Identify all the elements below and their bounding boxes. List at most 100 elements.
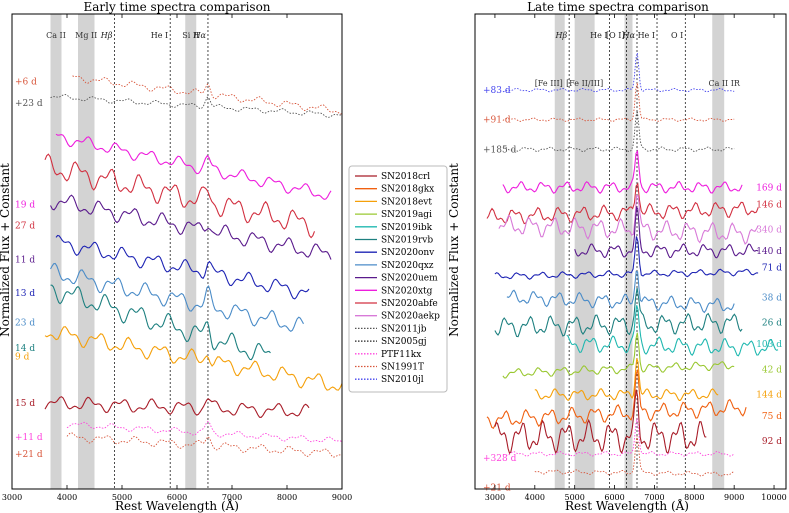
series-sn2020abfe-line: [486, 182, 759, 225]
grey-band-3: [712, 14, 725, 489]
late-panel-frame: [474, 13, 787, 490]
line-marker-label: [O I]: [606, 31, 625, 40]
line-marker-label: He I: [638, 31, 655, 40]
epoch-label: 38 d: [762, 293, 782, 303]
series-sn2020onv-line: [55, 234, 310, 300]
legend-entry-label: SN2018crl: [381, 172, 430, 182]
band-label: Si II: [182, 31, 199, 40]
epoch-label: 15 d: [15, 399, 35, 409]
series-sn2019agi-line: [502, 332, 735, 379]
line-marker-label: O I: [671, 31, 683, 40]
series-sn2020abfe-line: [44, 153, 316, 239]
epoch-label: 71 d: [762, 264, 782, 274]
legend-entry-label: SN2020xtg: [381, 286, 433, 296]
line-marker-label: He I: [590, 31, 607, 40]
epoch-label: 140 d: [756, 247, 782, 257]
series-sn2019ibk-line: [566, 305, 779, 357]
x-tick-label: 9000: [724, 493, 744, 502]
early-panel-frame: [11, 13, 343, 490]
x-tick-label: 8000: [684, 493, 704, 502]
series-sn2011jb-line: [50, 94, 343, 118]
series-sn2020uem-line: [50, 194, 332, 260]
legend: SN2018crl SN2018gkx SN2018evt SN2019agi SN20…: [348, 165, 448, 393]
legend-entry-label: SN1991T: [381, 363, 424, 373]
x-tick-label: 3000: [2, 493, 22, 502]
series-sn2011jb-line: [502, 110, 735, 153]
line-marker-label: He I: [151, 31, 168, 40]
line-marker-label: Hβ: [555, 31, 568, 40]
grey-band-1: [574, 14, 595, 489]
early-y-axis-label: Normalized Flux + Constant: [0, 163, 12, 337]
early-time-panel: Early time spectra comparison Ca II Mg II…: [0, 0, 352, 513]
grey-band-1: [78, 14, 95, 489]
series-sn1991t-line: [66, 432, 343, 458]
x-tick-label: 6000: [167, 493, 187, 502]
band-label: Ca II: [46, 31, 66, 40]
series-ptf11kx-line: [66, 420, 343, 443]
band-label: Mg II: [75, 31, 97, 40]
series-sn2020xtg-line: [55, 133, 332, 200]
series-sn2020uem-line: [574, 206, 759, 259]
line-marker-label: Hα: [622, 31, 636, 40]
legend-entry-label: SN2018gkx: [381, 185, 434, 195]
epoch-label: 103 d: [756, 340, 782, 350]
x-tick-label: 5000: [112, 493, 132, 502]
epoch-label: 340 d: [756, 226, 782, 236]
epoch-label: 14 d: [15, 344, 35, 354]
series-sn2020aekp-line: [498, 194, 759, 245]
epoch-label: 92 d: [762, 437, 782, 447]
x-tick-label: 4000: [525, 493, 545, 502]
x-tick-label: 8000: [277, 493, 297, 502]
epoch-label: 23 d: [15, 319, 35, 329]
series-sn2018crl-line: [494, 389, 707, 455]
epoch-label: +6 d: [15, 78, 37, 88]
legend-entry-label: SN2020aekp: [381, 312, 440, 322]
line-marker-label: Hβ: [100, 31, 113, 40]
grey-band-0: [50, 14, 62, 489]
legend-entry-label: SN2011jb: [381, 324, 427, 334]
epoch-label: +328 d: [483, 454, 517, 464]
late-panel-title: Late time spectra comparison: [527, 0, 709, 14]
epoch-label: +83 d: [483, 86, 511, 96]
series-ptf11kx-line: [502, 418, 735, 457]
series-sn2020qxz-line: [50, 262, 304, 332]
legend-entry-label: SN2019agi: [381, 210, 432, 220]
early-panel-title: Early time spectra comparison: [83, 0, 270, 14]
x-tick-label: 5000: [564, 493, 584, 502]
epoch-label: 42 d: [762, 365, 782, 375]
x-tick-label: 7000: [222, 493, 242, 502]
band-label: Ca II IR: [708, 79, 740, 88]
late-y-axis-label: Normalized Flux + Constant: [447, 163, 461, 337]
line-marker-label: Hα: [193, 31, 207, 40]
band-label: [Fe II/III]: [566, 79, 603, 88]
legend-entry-label: PTF11kx: [381, 350, 421, 360]
epoch-label: 75 d: [762, 412, 782, 422]
legend-frame: [348, 165, 448, 393]
epoch-label: +21 d: [15, 450, 43, 460]
legend-entry-label: SN2018evt: [381, 197, 432, 207]
epoch-label: 146 d: [756, 200, 782, 210]
early-x-axis-label: Rest Wavelength (Å): [115, 498, 239, 513]
x-tick-label: 7000: [644, 493, 664, 502]
series-sn2020qxz-line: [506, 270, 735, 314]
series-sn1991t-line: [72, 75, 343, 115]
epoch-label: +185 d: [483, 145, 517, 155]
series-sn2018gkx-line: [486, 369, 747, 430]
epoch-label: 11 d: [15, 255, 35, 265]
epoch-label: +91 d: [483, 116, 511, 126]
epoch-label: 13 d: [15, 289, 35, 299]
legend-entry-label: SN2020abfe: [381, 299, 438, 309]
series-sn2018evt-line: [534, 358, 719, 401]
legend-entry-label: SN2020onv: [381, 248, 435, 258]
band-label: [Fe III]: [535, 79, 563, 88]
series-sn2020xtg-line: [502, 149, 743, 194]
late-x-axis-label: Rest Wavelength (Å): [565, 498, 689, 513]
legend-entry-label: SN2005gj: [381, 337, 427, 347]
legend-entry-label: SN2020uem: [381, 274, 438, 284]
x-tick-label: 9000: [332, 493, 352, 502]
legend-entry-label: SN2019ibk: [381, 223, 433, 233]
series-sn2018crl-line: [44, 396, 310, 418]
epoch-label: +23 d: [15, 99, 43, 109]
epoch-label: 9 d: [15, 353, 30, 363]
